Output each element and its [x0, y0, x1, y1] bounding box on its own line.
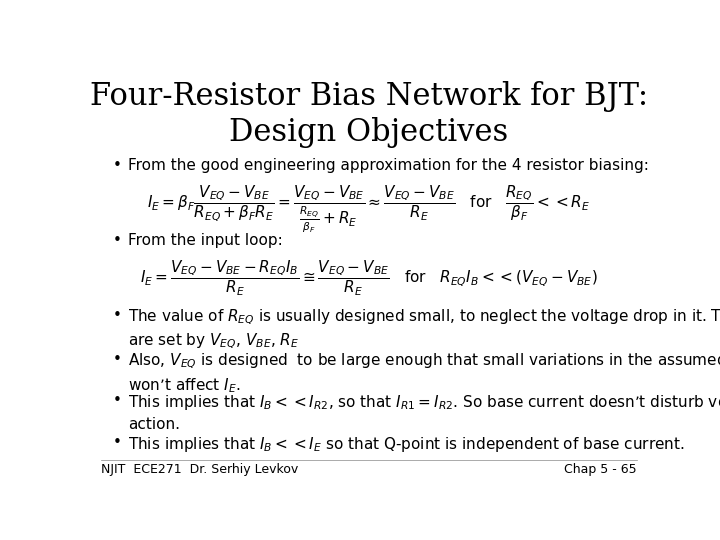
Text: •: •: [112, 308, 121, 323]
Text: $I_E = \beta_F \dfrac{V_{EQ}-V_{BE}}{R_{EQ}+\beta_F R_E} = \dfrac{V_{EQ}-V_{BE}}: $I_E = \beta_F \dfrac{V_{EQ}-V_{BE}}{R_{…: [148, 183, 590, 234]
Text: Four-Resistor Bias Network for BJT:: Four-Resistor Bias Network for BJT:: [90, 82, 648, 112]
Text: •: •: [112, 158, 121, 173]
Text: Also, $V_{EQ}$ is designed  to be large enough that small variations in the assu: Also, $V_{EQ}$ is designed to be large e…: [128, 352, 720, 371]
Text: action.: action.: [128, 417, 180, 433]
Text: This implies that $I_B << I_{R2}$, so that $I_{R1} = I_{R2}$. So base current do: This implies that $I_B << I_{R2}$, so th…: [128, 393, 720, 412]
Text: •: •: [112, 435, 121, 450]
Text: •: •: [112, 352, 121, 367]
Text: This implies that $I_B << I_E$ so that Q-point is independent of base current.: This implies that $I_B << I_E$ so that Q…: [128, 435, 685, 454]
Text: won’t affect $I_E$.: won’t affect $I_E$.: [128, 376, 240, 395]
Text: From the input loop:: From the input loop:: [128, 233, 283, 248]
Text: Design Objectives: Design Objectives: [230, 117, 508, 148]
Text: $I_E = \dfrac{V_{EQ}-V_{BE}-R_{EQ}I_B}{R_E} \cong \dfrac{V_{EQ}-V_{BE}}{R_E}$   : $I_E = \dfrac{V_{EQ}-V_{BE}-R_{EQ}I_B}{R…: [140, 258, 598, 298]
Text: are set by $V_{EQ}$, $V_{BE}$, $R_E$: are set by $V_{EQ}$, $V_{BE}$, $R_E$: [128, 332, 299, 352]
Text: •: •: [112, 233, 121, 248]
Text: •: •: [112, 393, 121, 408]
Text: The value of $R_{EQ}$ is usually designed small, to neglect the voltage drop in : The value of $R_{EQ}$ is usually designe…: [128, 308, 720, 327]
Text: NJIT  ECE271  Dr. Serhiy Levkov: NJIT ECE271 Dr. Serhiy Levkov: [101, 463, 298, 476]
Text: Chap 5 - 65: Chap 5 - 65: [564, 463, 637, 476]
Text: From the good engineering approximation for the 4 resistor biasing:: From the good engineering approximation …: [128, 158, 649, 173]
